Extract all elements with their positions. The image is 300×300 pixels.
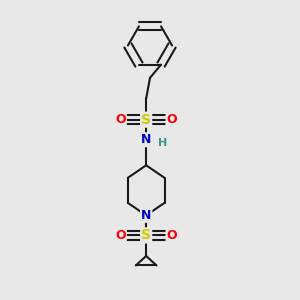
Text: S: S	[141, 228, 151, 242]
Text: O: O	[167, 113, 177, 126]
Text: S: S	[141, 113, 151, 127]
Text: O: O	[115, 229, 126, 242]
Text: N: N	[141, 133, 152, 146]
Text: N: N	[141, 209, 152, 222]
Text: O: O	[115, 113, 126, 126]
Text: O: O	[167, 229, 177, 242]
Text: H: H	[158, 138, 168, 148]
